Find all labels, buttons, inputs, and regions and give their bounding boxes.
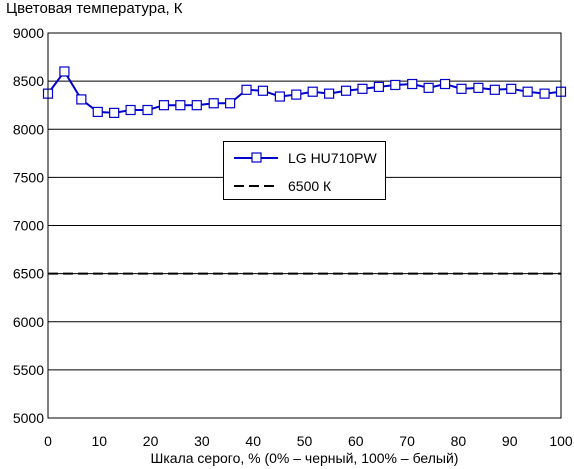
legend-swatch-dashed-icon	[234, 185, 278, 187]
data-point	[473, 82, 484, 93]
data-point	[225, 98, 236, 109]
y-tick-label: 6000	[13, 314, 44, 330]
data-point	[241, 84, 252, 95]
x-tick-label: 70	[399, 433, 415, 449]
data-point	[373, 81, 384, 93]
legend-label: LG HU710PW	[288, 150, 377, 166]
data-point	[439, 78, 451, 90]
plot-frame	[47, 32, 562, 419]
series-group	[42, 66, 567, 275]
data-point	[59, 66, 70, 77]
data-point	[257, 85, 269, 96]
x-tick-label: 100	[549, 433, 573, 449]
data-point	[340, 85, 352, 96]
data-point	[158, 100, 170, 111]
y-tick-label: 8500	[13, 73, 44, 89]
legend-item-series-1: LG HU710PW	[224, 148, 385, 168]
legend: LG HU710PW 6500 К	[223, 141, 386, 200]
y-tick-label: 9000	[13, 25, 44, 41]
chart-title: Цветовая температура, К	[6, 0, 183, 17]
data-point	[175, 100, 186, 111]
data-point	[539, 88, 550, 99]
data-point	[456, 83, 467, 94]
x-axis-label: Шкала серого, % (0% – черный, 100% – бел…	[150, 450, 459, 466]
data-point	[307, 86, 318, 97]
legend-item-series-2: 6500 К	[224, 176, 385, 196]
y-tick-label: 7000	[13, 218, 44, 234]
data-point	[423, 82, 434, 93]
x-tick-label: 0	[44, 433, 52, 449]
data-point	[522, 86, 533, 97]
data-point	[76, 94, 87, 105]
x-tick-label: 80	[451, 433, 467, 449]
data-point	[92, 106, 103, 118]
y-tick-label: 6500	[13, 266, 44, 282]
x-tick-label: 40	[245, 433, 261, 449]
x-tick-label: 10	[92, 433, 108, 449]
data-point	[357, 83, 368, 94]
y-tick-label: 7500	[13, 169, 44, 185]
y-tick-label: 5500	[13, 362, 44, 378]
data-point	[208, 98, 219, 109]
y-tick-labels: 5000 5500 6000 6500 7000 7500 8000 8500 9000	[13, 25, 44, 426]
series-line-lg-hu710pw	[47, 69, 562, 114]
x-tick-label: 90	[502, 433, 518, 449]
legend-swatch-line-icon	[234, 152, 278, 163]
data-point	[390, 79, 401, 91]
data-point	[407, 78, 418, 90]
data-point	[191, 100, 202, 111]
data-point	[489, 84, 500, 95]
grid-lines	[48, 32, 561, 419]
data-point	[324, 88, 335, 99]
x-tick-label: 50	[297, 433, 313, 449]
x-tick-label: 30	[194, 433, 210, 449]
data-point	[142, 104, 153, 116]
y-tick-label: 5000	[13, 410, 44, 426]
x-tick-labels: 0 10 20 30 40 50 60 70 80 90 100	[44, 433, 573, 449]
data-point	[291, 89, 302, 100]
legend-label: 6500 К	[288, 178, 332, 194]
data-point	[506, 83, 517, 94]
y-tick-label: 8000	[13, 121, 44, 137]
x-tick-label: 20	[143, 433, 159, 449]
x-tick-label: 60	[348, 433, 364, 449]
data-point	[109, 107, 120, 118]
data-point	[125, 104, 136, 116]
data-point	[274, 91, 285, 102]
